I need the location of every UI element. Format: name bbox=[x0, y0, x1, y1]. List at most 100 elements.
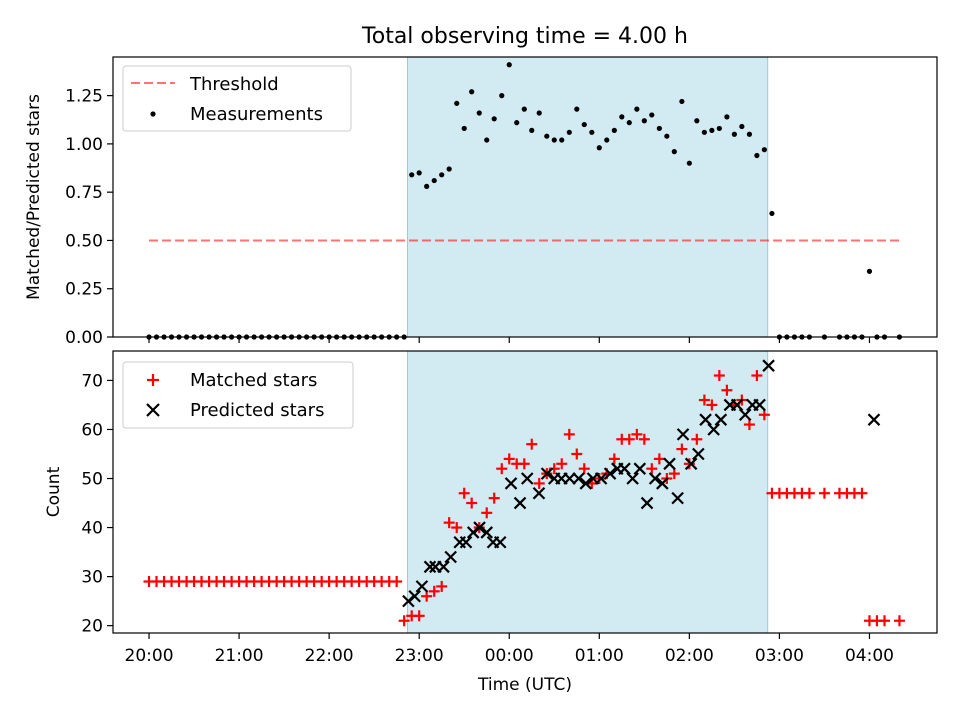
matched-star-point bbox=[706, 399, 718, 411]
predicted-star-point bbox=[423, 560, 437, 574]
matched-star-point bbox=[638, 433, 650, 445]
x-tick-label: 00:00 bbox=[485, 646, 534, 666]
matched-star-point bbox=[443, 517, 455, 529]
measurement-point bbox=[664, 133, 670, 139]
predicted-star-point bbox=[603, 467, 617, 480]
bottom-axes-frame bbox=[112, 350, 938, 634]
measurement-point bbox=[416, 170, 422, 176]
measurement-point bbox=[529, 127, 535, 133]
matched-star-point bbox=[623, 433, 635, 445]
y-tick-label: 0.75 bbox=[65, 183, 103, 203]
x-tick-label: 23:00 bbox=[395, 646, 444, 666]
measurement-point bbox=[866, 268, 873, 274]
measurements-legend-swatch bbox=[150, 111, 156, 117]
predicted-star-point bbox=[459, 535, 473, 549]
y-tick-label: 0.00 bbox=[65, 328, 103, 348]
measurement-point bbox=[559, 137, 565, 143]
predicted-star-point bbox=[444, 550, 457, 564]
predicted-star-point bbox=[762, 359, 775, 372]
matched-star-point bbox=[713, 370, 725, 382]
matched-star-point bbox=[743, 419, 755, 431]
measurement-point bbox=[641, 118, 647, 124]
measurement-point bbox=[476, 110, 482, 116]
measurement-point bbox=[566, 129, 572, 135]
measurement-point bbox=[454, 100, 460, 106]
measurement-point bbox=[769, 210, 775, 217]
measurement-point bbox=[634, 106, 640, 112]
measurement-point bbox=[461, 125, 467, 132]
predicted-star-point bbox=[867, 413, 881, 426]
y-tick-label: 60 bbox=[81, 420, 103, 440]
bottom-legend-box bbox=[122, 361, 354, 429]
predicted-star-point bbox=[579, 477, 593, 490]
predicted-star-point bbox=[699, 413, 712, 426]
matched-star-point bbox=[391, 576, 403, 588]
matched-star-point bbox=[458, 487, 470, 499]
measurement-point bbox=[484, 137, 490, 143]
measurement-point bbox=[671, 149, 677, 155]
predicted-star-point bbox=[594, 472, 608, 485]
matched-star-point bbox=[436, 580, 448, 592]
predicted-star-point bbox=[663, 457, 676, 471]
matched-star-point bbox=[653, 453, 665, 465]
measurement-point bbox=[709, 127, 715, 133]
predicted-star-point bbox=[738, 408, 752, 422]
matched-star-point bbox=[803, 487, 815, 499]
top-x-ticks bbox=[148, 337, 871, 343]
predicted-legend-swatch bbox=[146, 403, 160, 417]
measurement-point bbox=[589, 129, 595, 135]
matched-star-point bbox=[631, 428, 643, 440]
measurement-point bbox=[551, 137, 557, 143]
top-y-axis-label: Matched/Predicted stars bbox=[24, 94, 44, 300]
measurement-point bbox=[626, 120, 632, 126]
predicted-star-point bbox=[415, 580, 429, 593]
measurement-point bbox=[694, 118, 700, 124]
bottom-y-axis-label: Count bbox=[44, 466, 64, 517]
measurement-point bbox=[506, 62, 512, 68]
matched-star-point bbox=[818, 487, 830, 499]
matched-star-point bbox=[721, 384, 733, 396]
x-tick-label: 02:00 bbox=[665, 646, 714, 666]
matched-star-point bbox=[593, 473, 605, 485]
predicted-star-point bbox=[633, 462, 647, 475]
matched-star-point bbox=[608, 453, 620, 465]
predicted-star-point bbox=[437, 560, 450, 574]
measurement-point bbox=[761, 147, 767, 153]
predicted-star-point bbox=[648, 472, 662, 485]
y-tick-label: 30 bbox=[81, 568, 103, 588]
bottom-observing-window bbox=[406, 350, 769, 634]
bottom-legend: Matched stars Predicted stars bbox=[122, 361, 354, 429]
matched-legend-label: Matched stars bbox=[190, 370, 317, 391]
top-axes-frame bbox=[112, 56, 938, 338]
matched-star-point bbox=[563, 428, 575, 440]
measurement-point bbox=[731, 131, 737, 137]
predicted-star-point bbox=[618, 462, 631, 475]
measurement-point bbox=[439, 172, 445, 178]
y-tick-label: 20 bbox=[81, 617, 103, 637]
measurement-point bbox=[746, 131, 753, 137]
matched-star-point bbox=[646, 463, 658, 475]
matched-star-point bbox=[466, 497, 478, 509]
measurements-legend-label: Measurements bbox=[190, 104, 323, 125]
measurement-point bbox=[604, 137, 610, 143]
matched-star-points bbox=[143, 370, 905, 627]
predicted-star-point bbox=[753, 398, 766, 412]
matched-star-point bbox=[518, 458, 530, 470]
measurement-point bbox=[724, 114, 730, 120]
predicted-star-point bbox=[473, 521, 486, 534]
y-tick-label: 40 bbox=[81, 519, 103, 539]
measurement-point bbox=[611, 127, 617, 133]
predicted-star-points bbox=[402, 359, 881, 608]
predicted-star-point bbox=[656, 477, 669, 490]
matched-star-point bbox=[488, 492, 500, 504]
matched-star-point bbox=[428, 585, 440, 597]
top-legend-box bbox=[122, 65, 352, 132]
y-tick-label: 0.25 bbox=[65, 280, 103, 300]
x-axis-label: Time (UTC) bbox=[477, 675, 572, 695]
predicted-star-point bbox=[563, 472, 576, 485]
matched-star-point bbox=[683, 458, 695, 470]
measurement-point bbox=[491, 116, 497, 122]
matched-star-point bbox=[571, 448, 583, 460]
matched-star-point bbox=[503, 453, 515, 465]
matched-star-point bbox=[413, 610, 425, 622]
